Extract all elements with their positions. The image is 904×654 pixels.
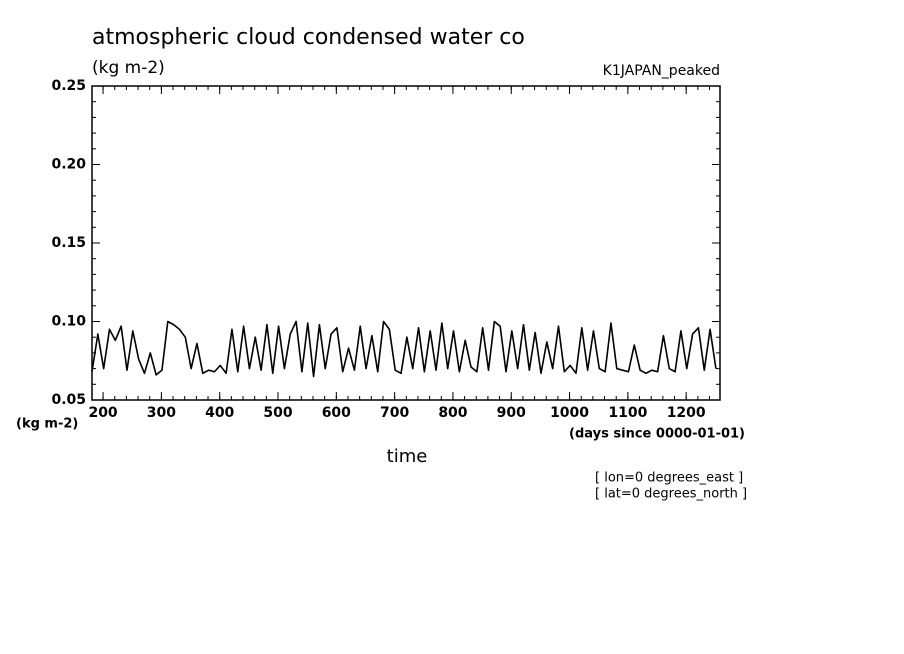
y-tick-label: 0.05: [51, 392, 86, 408]
x-tick-label: 700: [380, 405, 409, 421]
x-tick-label: 300: [147, 405, 176, 421]
y-tick-label: 0.15: [51, 235, 86, 251]
x-tick-label: 800: [438, 405, 467, 421]
x-tick-label: 400: [205, 405, 234, 421]
y-tick-label: 0.10: [51, 314, 86, 330]
note: [ lon=0 degrees_east ]: [595, 471, 743, 486]
x-tick-label: 600: [322, 405, 351, 421]
note: [ lat=0 degrees_north ]: [595, 487, 747, 502]
chart-subtitle: (kg m-2): [92, 58, 165, 78]
y-axis-label: (kg m-2): [16, 417, 78, 432]
x-tick-label: 1200: [667, 405, 706, 421]
data-line: [91, 320, 717, 378]
x-tick-label: 1100: [608, 405, 647, 421]
x-units: (days since 0000-01-01): [569, 427, 745, 442]
run-label: K1JAPAN_peaked: [603, 63, 720, 79]
chart-title: atmospheric cloud condensed water co: [92, 25, 525, 50]
y-tick-label: 0.25: [51, 78, 86, 94]
x-axis-label: time: [387, 446, 428, 467]
x-tick-label: 500: [263, 405, 292, 421]
x-tick-label: 200: [88, 405, 117, 421]
x-tick-label: 1000: [550, 405, 589, 421]
x-tick-label: 900: [497, 405, 526, 421]
y-tick-label: 0.20: [51, 157, 86, 173]
